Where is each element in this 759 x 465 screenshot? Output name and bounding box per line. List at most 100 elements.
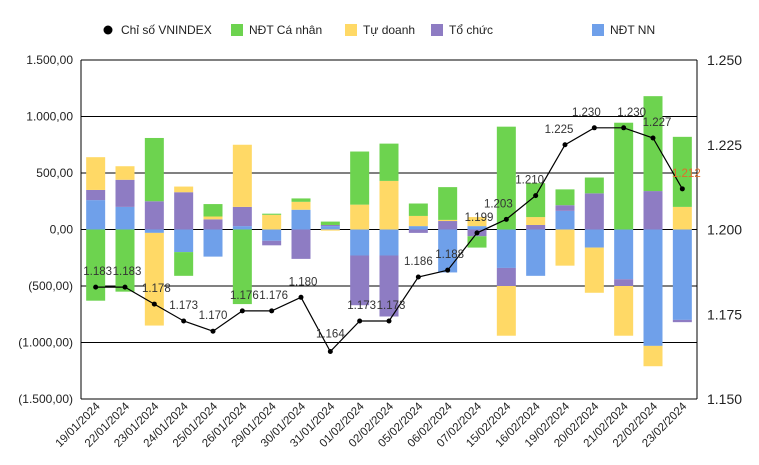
left-tick-label: 500,00 xyxy=(36,166,73,180)
right-axis: 1.250 1.225 1.200 1.175 1.150 xyxy=(707,52,742,407)
bar-n-t-nn xyxy=(672,229,692,320)
vnindex-point xyxy=(679,186,685,192)
bar-t-ch-c xyxy=(496,267,516,286)
vnindex-data-label: 1.176 xyxy=(259,290,288,302)
right-tick-label: 1.250 xyxy=(707,52,742,68)
bar-t-ch-c xyxy=(526,224,546,230)
vnindex-data-label: 1.173 xyxy=(347,300,376,312)
vnindex-point xyxy=(562,142,568,148)
legend-swatch-t-ch-c xyxy=(431,24,443,36)
vnindex-data-label: 1.188 xyxy=(435,249,464,261)
bar-n-t-c-nh-n xyxy=(614,122,634,230)
bar-n-t-c-nh-n xyxy=(408,203,428,216)
bar-t-ch-c xyxy=(203,219,223,230)
vnindex-data-label: 1.173 xyxy=(377,300,406,312)
left-tick-label: (1.000,00) xyxy=(18,336,73,350)
vnindex-data-label: 1.164 xyxy=(316,329,345,341)
vnindex-data-label: 1.183 xyxy=(113,266,142,278)
left-tick-label: (1.500,00) xyxy=(18,392,73,406)
vnindex-point xyxy=(122,284,128,290)
bar-n-t-c-nh-n xyxy=(115,229,135,292)
bar-t-ch-c xyxy=(643,191,663,230)
left-tick-label: 1.500,00 xyxy=(26,53,73,67)
bar-t-ch-c xyxy=(438,221,458,230)
vnindex-data-label: 1.203 xyxy=(484,198,513,210)
bar-n-t-nn xyxy=(262,229,282,241)
vnindex-point xyxy=(210,328,216,334)
vnindex-data-label: 1.199 xyxy=(465,212,494,224)
left-tick-label: (500,00) xyxy=(28,279,73,293)
bar-n-t-nn xyxy=(526,229,546,276)
vnindex-data-label: 1.173 xyxy=(169,300,198,312)
vnindex-data-label: 1.225 xyxy=(545,124,574,136)
legend-marker-ch-s-vnindex xyxy=(103,25,113,35)
bar-t-doanh xyxy=(526,217,546,225)
bar-n-t-c-nh-n xyxy=(379,143,399,181)
legend-label-ch-s-vnindex: Chỉ số VNINDEX xyxy=(121,23,212,37)
vnindex-point xyxy=(269,308,275,314)
bar-n-t-c-nh-n xyxy=(467,236,487,248)
vnindex-point xyxy=(151,301,157,307)
bar-t-doanh xyxy=(232,144,252,207)
bars xyxy=(86,96,692,367)
bar-n-t-nn xyxy=(232,226,252,230)
bar-n-t-c-nh-n xyxy=(232,229,252,305)
bar-t-doanh xyxy=(115,166,135,180)
bar-n-t-c-nh-n xyxy=(555,189,575,206)
bar-n-t-c-nh-n xyxy=(526,183,546,218)
bar-n-t-nn xyxy=(555,210,575,230)
bar-n-t-c-nh-n xyxy=(174,252,194,276)
bar-t-doanh xyxy=(320,229,340,231)
bar-t-ch-c xyxy=(232,206,252,227)
bar-t-ch-c xyxy=(584,193,604,230)
vnindex-point xyxy=(327,349,333,355)
bar-t-doanh xyxy=(614,286,634,336)
bar-t-ch-c xyxy=(350,255,370,306)
vnindex-data-label: 1.178 xyxy=(142,283,171,295)
legend-label-t-doanh: Tự doanh xyxy=(363,23,415,37)
vnindex-data-label: 1.230 xyxy=(572,107,601,119)
vnindex-data-label: 1.212 xyxy=(672,168,701,180)
bar-n-t-c-nh-n xyxy=(584,177,604,194)
bar-n-t-nn xyxy=(584,229,604,248)
bar-n-t-nn xyxy=(438,229,458,273)
bar-n-t-c-nh-n xyxy=(262,213,282,215)
bar-n-t-c-nh-n xyxy=(203,204,223,217)
bar-t-doanh xyxy=(408,215,428,227)
bar-t-doanh xyxy=(379,180,399,230)
vnindex-point xyxy=(357,318,363,324)
vnindex-data-label: 1.227 xyxy=(643,117,672,129)
bar-t-doanh xyxy=(584,247,604,293)
bar-t-ch-c xyxy=(291,229,311,259)
bar-n-t-nn xyxy=(115,206,135,230)
left-tick-label: 0,00 xyxy=(50,223,74,237)
right-tick-label: 1.175 xyxy=(707,306,742,322)
legend-swatch-n-t-nn xyxy=(592,24,604,36)
legend-swatch-t-doanh xyxy=(345,24,357,36)
legend-label-n-t-c-nh-n: NĐT Cá nhân xyxy=(249,23,322,37)
bar-n-t-c-nh-n xyxy=(643,96,663,192)
bar-t-doanh xyxy=(496,286,516,336)
vnindex-point xyxy=(621,125,627,131)
bar-t-doanh xyxy=(350,204,370,230)
bar-n-t-c-nh-n xyxy=(291,198,311,202)
bar-n-t-c-nh-n xyxy=(350,151,370,205)
vnindex-point xyxy=(181,318,187,324)
bar-t-ch-c xyxy=(672,319,692,323)
bar-n-t-nn xyxy=(467,226,487,230)
bar-n-t-c-nh-n xyxy=(496,126,516,230)
bar-t-ch-c xyxy=(320,224,340,227)
bar-t-doanh xyxy=(291,201,311,210)
bar-n-t-nn xyxy=(408,226,428,230)
vnindex-point xyxy=(533,193,539,199)
bar-n-t-nn xyxy=(144,229,164,233)
bar-n-t-nn xyxy=(291,209,311,230)
bar-n-t-c-nh-n xyxy=(144,137,164,202)
legend-label-n-t-nn: NĐT NN xyxy=(610,23,655,37)
bar-t-doanh xyxy=(438,219,458,222)
vnindex-data-label: 1.230 xyxy=(617,107,646,119)
vnindex-point xyxy=(93,284,99,290)
